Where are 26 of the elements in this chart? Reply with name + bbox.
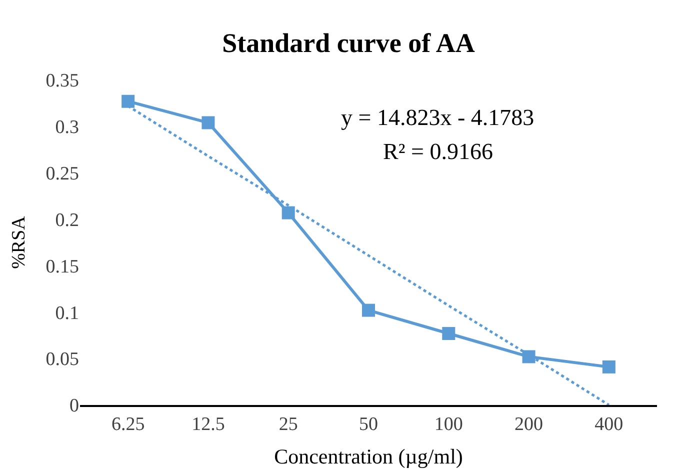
- point: [602, 360, 616, 374]
- x-tick-label: 400: [594, 414, 624, 435]
- x-tick-label: 50: [359, 414, 378, 435]
- point: [282, 206, 295, 220]
- x-tick-label: 6.25: [111, 414, 145, 435]
- x-tick-label: 200: [514, 414, 544, 435]
- x-tick-label: 12.5: [192, 414, 225, 435]
- chart-title: Standard curve of AA: [222, 28, 476, 58]
- x-axis-title: Concentration (µg/ml): [274, 444, 463, 468]
- y-tick-label: 0.25: [46, 164, 79, 185]
- y-tick-label: 0: [70, 396, 79, 417]
- y-tick-label: 0.15: [46, 256, 79, 278]
- point: [122, 94, 135, 108]
- y-tick-label: 0.35: [46, 70, 79, 92]
- point: [202, 116, 215, 130]
- y-tick-label: 0.2: [55, 210, 79, 231]
- y-tick-label: 0.05: [46, 349, 79, 370]
- point: [442, 327, 456, 340]
- point: [362, 304, 375, 317]
- y-axis-title: %RSA: [8, 216, 30, 269]
- x-tick-label: 25: [278, 414, 298, 435]
- y-tick-label: 0.1: [55, 302, 79, 324]
- annotation: y = 14.823x - 4.1783: [341, 105, 534, 130]
- y-tick-label: 0.3: [55, 117, 79, 138]
- annotation: R² = 0.9166: [383, 139, 493, 164]
- x-tick-label: 100: [434, 414, 463, 435]
